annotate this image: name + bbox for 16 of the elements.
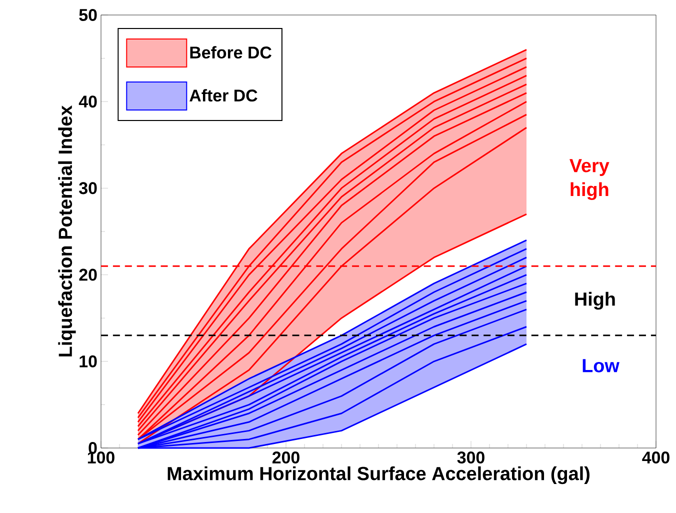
x-tick-label: 300 — [457, 452, 484, 464]
annotation: Low — [582, 359, 620, 372]
y-tick-label: 50 — [79, 8, 97, 21]
annotation: High — [575, 292, 615, 310]
x-tick-label: 100 — [88, 452, 114, 464]
x-tick-label: 400 — [642, 452, 670, 464]
x-tick-label: 200 — [272, 452, 300, 464]
y-tick-label: 30 — [79, 182, 97, 194]
legend-label: After DC — [190, 89, 258, 102]
y-tick-label: 10 — [80, 355, 97, 368]
y-tick-label: 40 — [78, 96, 97, 108]
y-tick-label: 20 — [79, 268, 97, 281]
annotation: Very high — [570, 159, 610, 200]
x-axis-title: Maximum Horizontal Surface Acceleration (gal) — [168, 466, 590, 484]
y-axis-title: Liquefaction Potential Index — [58, 105, 76, 356]
legend-label: Before DC — [190, 46, 272, 59]
